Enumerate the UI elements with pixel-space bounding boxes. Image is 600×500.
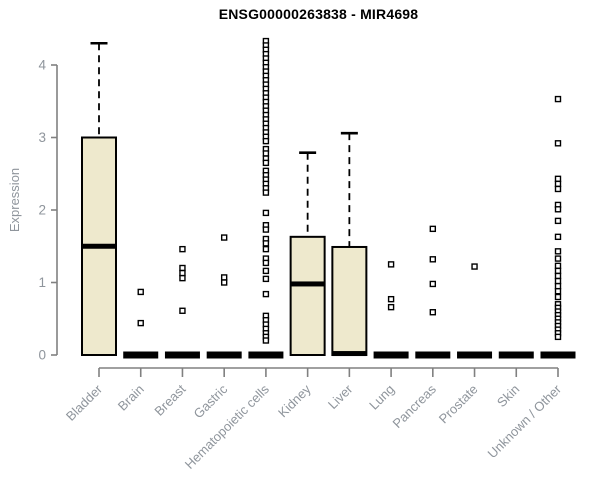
outlier-point [262, 189, 270, 196]
outlier-point [554, 206, 562, 213]
outlier-point [387, 303, 395, 311]
y-axis-tick-label: 4 [38, 58, 46, 73]
x-axis-tick-label: Liver [325, 381, 356, 412]
outlier-point [387, 295, 395, 303]
outlier-point [554, 255, 562, 262]
outlier-point [179, 274, 186, 282]
y-axis-tick-label: 2 [38, 203, 46, 218]
outlier-point [554, 175, 562, 183]
collapsed-box-breast [164, 351, 200, 359]
outlier-point [262, 290, 270, 298]
x-axis-tick-label: Bladder [63, 381, 106, 424]
x-axis-tick-label: Gastric [191, 381, 231, 421]
outlier-point [179, 245, 186, 253]
outlier-point [262, 226, 270, 233]
outlier-point [554, 288, 562, 295]
x-axis-tick-label: Breast [151, 381, 188, 418]
y-axis-tick-label: 1 [38, 275, 46, 290]
outlier-point [262, 245, 270, 253]
outlier-point [471, 263, 478, 270]
y-axis-tick-label: 0 [38, 348, 46, 363]
outlier-point [554, 262, 562, 270]
collapsed-box-unknown-other [540, 351, 576, 359]
outlier-point [429, 309, 437, 316]
outlier-point [137, 288, 144, 296]
box-kidney [289, 235, 326, 356]
outlier-point [262, 275, 270, 283]
collapsed-box-pancreas [415, 351, 451, 359]
outlier-point [179, 264, 186, 272]
collapsed-box-prostate [457, 351, 493, 359]
x-axis-tick-label: Unknown / Other [485, 381, 565, 461]
y-axis-title: Expression [7, 167, 22, 233]
x-axis-tick-label: Pancreas [389, 381, 439, 431]
x-axis-tick-label: Skin [494, 382, 522, 410]
outlier-point [554, 95, 562, 103]
x-axis-tick-label: Prostate [436, 382, 481, 427]
outlier-point [262, 159, 270, 167]
outlier-point [554, 267, 562, 275]
outlier-point [220, 234, 228, 241]
outlier-point [554, 282, 562, 290]
outlier-point [554, 217, 562, 225]
outlier-point [429, 225, 437, 233]
outlier-point [137, 319, 144, 327]
outlier-point [554, 248, 562, 255]
median-line [332, 351, 367, 357]
outlier-point [554, 272, 562, 280]
outlier-point [554, 140, 562, 147]
outlier-point [262, 240, 270, 247]
outlier-point [220, 279, 228, 286]
outlier-point [262, 259, 270, 267]
outlier-point [554, 333, 562, 341]
median-line [290, 281, 325, 287]
outlier-point [262, 150, 270, 157]
median-line [82, 243, 116, 249]
outlier-point [554, 293, 562, 301]
outlier-point [262, 267, 270, 275]
collapsed-box-brain [123, 351, 159, 359]
x-axis-tick-label: Lung [366, 382, 397, 413]
outlier-point [554, 277, 562, 285]
collapsed-box-gastric [206, 351, 242, 359]
outlier-point [554, 233, 562, 241]
x-axis-tick-label: Brain [115, 382, 147, 414]
y-axis-tick-label: 3 [38, 130, 46, 145]
outlier-point [429, 280, 437, 288]
outlier-point [262, 337, 270, 344]
outlier-point [554, 180, 562, 188]
outlier-point [262, 137, 270, 145]
box-liver [331, 245, 368, 357]
outlier-point [429, 256, 437, 263]
chart-title: ENSG00000263838 - MIR4698 [218, 6, 419, 22]
outlier-point [179, 269, 186, 277]
outlier-point [387, 261, 395, 268]
collapsed-box-hematopoietic-cells [248, 351, 284, 359]
collapsed-box-lung [373, 351, 409, 359]
outlier-point [262, 209, 270, 217]
outlier-point [220, 274, 228, 281]
outlier-point [554, 185, 562, 193]
x-axis-tick-label: Kidney [275, 381, 314, 420]
collapsed-box-skin [498, 351, 534, 359]
outlier-point [179, 307, 186, 314]
